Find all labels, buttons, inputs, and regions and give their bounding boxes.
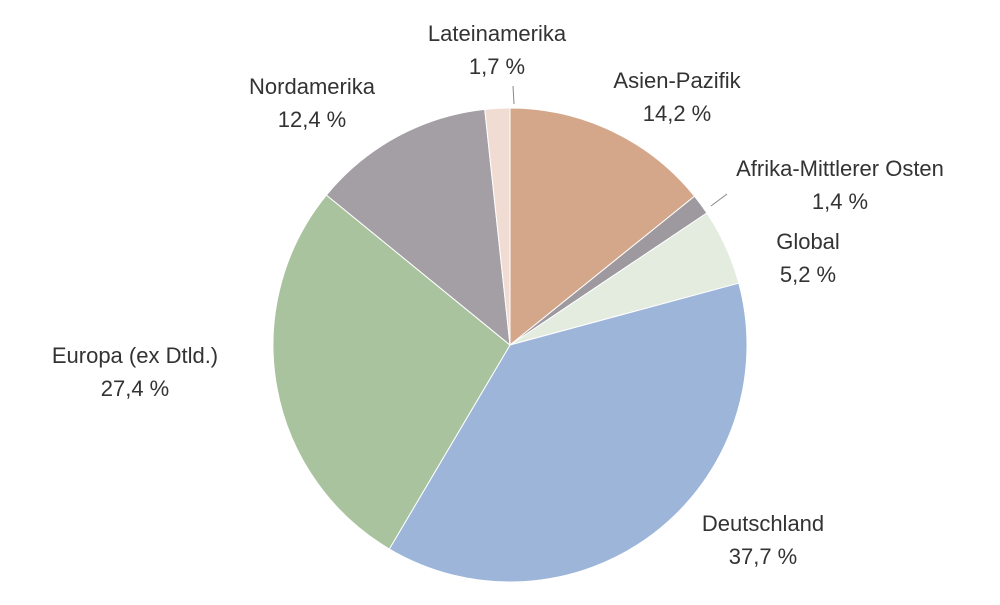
slice-label: Afrika-Mittlerer Osten bbox=[736, 156, 944, 181]
slice-label: Lateinamerika bbox=[428, 21, 567, 46]
value-label: 1,4 % bbox=[812, 189, 868, 214]
pie bbox=[272, 107, 748, 583]
pie-slice bbox=[325, 108, 511, 347]
slice-label: Nordamerika bbox=[249, 74, 376, 99]
value-label: 37,7 % bbox=[729, 544, 798, 569]
slice-label: Europa (ex Dtld.) bbox=[52, 343, 218, 368]
pie-slice bbox=[272, 194, 511, 550]
value-label: 27,4 % bbox=[101, 376, 170, 401]
slice-label: Deutschland bbox=[702, 511, 824, 536]
leader-line bbox=[512, 85, 515, 105]
value-label: 14,2 % bbox=[643, 101, 712, 126]
pie-slice bbox=[484, 107, 511, 346]
value-label: 12,4 % bbox=[278, 107, 347, 132]
slice-label: Global bbox=[776, 229, 840, 254]
pie-slice bbox=[509, 107, 696, 347]
value-label: 1,7 % bbox=[469, 54, 525, 79]
leader-line bbox=[710, 193, 728, 207]
pie-slice bbox=[388, 282, 748, 583]
slice-label: Asien-Pazifik bbox=[613, 68, 741, 93]
value-label: 5,2 % bbox=[780, 262, 836, 287]
